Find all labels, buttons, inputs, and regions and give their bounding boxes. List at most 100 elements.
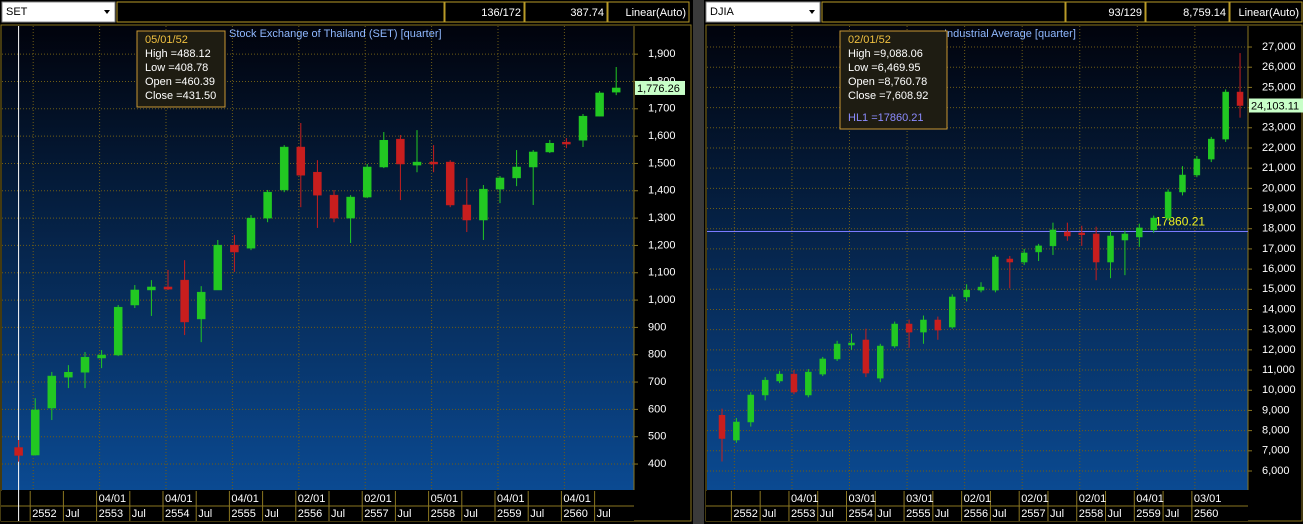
toolbar-field bbox=[444, 1, 525, 23]
toolbar-field bbox=[1229, 1, 1303, 23]
x-period-label: 2557 bbox=[1021, 508, 1045, 520]
candle-body bbox=[733, 421, 740, 441]
x-period-label: 2554 bbox=[849, 508, 873, 520]
candle-body bbox=[329, 194, 339, 219]
candle-body bbox=[213, 244, 223, 291]
x-period-label: 2558 bbox=[1079, 508, 1103, 520]
candle-body bbox=[1208, 138, 1215, 160]
y-tick-label: 700 bbox=[648, 376, 666, 388]
y-tick-label: 1,600 bbox=[648, 130, 676, 142]
candle-body bbox=[1092, 233, 1100, 263]
candle-body bbox=[14, 447, 23, 456]
candle-body bbox=[113, 306, 123, 356]
candle-body bbox=[412, 161, 422, 166]
y-tick-label: 26,000 bbox=[1262, 61, 1296, 73]
x-date-label: 04/01 bbox=[1136, 493, 1164, 505]
y-tick-label: 1,000 bbox=[648, 294, 676, 306]
splitter[interactable] bbox=[693, 0, 704, 524]
x-period-label: Jul bbox=[132, 508, 146, 520]
last-value-box bbox=[1249, 98, 1303, 113]
candle-body bbox=[313, 171, 322, 196]
symbol: DJIA bbox=[710, 6, 735, 18]
x-date-label: 02/01 bbox=[298, 493, 326, 505]
candle-body bbox=[263, 191, 272, 219]
candle-body bbox=[130, 289, 140, 306]
candle-body bbox=[379, 139, 389, 168]
symbol-dropdown[interactable] bbox=[705, 1, 821, 23]
y-tick-label: 7,000 bbox=[1262, 445, 1290, 457]
candle-body bbox=[1222, 91, 1229, 140]
x-period-label: Jul bbox=[1050, 508, 1064, 520]
y-tick-label: 8,000 bbox=[1262, 425, 1290, 437]
y-tick-label: 1,700 bbox=[648, 103, 676, 115]
candle-body bbox=[1064, 231, 1071, 237]
y-tick-label: 1,900 bbox=[648, 48, 676, 60]
tooltip-date: 02/01/52 bbox=[848, 34, 891, 46]
scale-mode[interactable]: Linear(Auto) bbox=[625, 7, 686, 19]
x-date-label: 02/01 bbox=[964, 493, 992, 505]
tooltip-line: Low =6,469.95 bbox=[848, 62, 920, 74]
y-tick-label: 400 bbox=[648, 458, 666, 470]
symbol-dropdown[interactable] bbox=[1, 1, 116, 23]
x-period-label: Jul bbox=[992, 508, 1006, 520]
x-period-label: Jul bbox=[1108, 508, 1122, 520]
candle-body bbox=[64, 371, 73, 378]
tooltip bbox=[839, 30, 948, 130]
chart-title: Stock Exchange of Thailand (SET) [quarte… bbox=[229, 28, 442, 40]
x-period-label: 2553 bbox=[791, 508, 815, 520]
x-date-label: 04/01 bbox=[497, 493, 525, 505]
candle-body bbox=[545, 142, 555, 153]
tooltip-line: Close =431.50 bbox=[145, 90, 216, 102]
candle-body bbox=[992, 256, 999, 291]
dropdown-arrow bbox=[809, 10, 815, 14]
reference-line-label: 17860.21 bbox=[1155, 215, 1205, 229]
candle-body bbox=[891, 323, 898, 347]
candle-body bbox=[562, 141, 571, 145]
candle-body bbox=[963, 289, 970, 298]
x-period-label: Jul bbox=[820, 508, 834, 520]
candle-body bbox=[1136, 227, 1143, 238]
tooltip-line: Close =7,608.92 bbox=[848, 90, 928, 102]
position: 93/129 bbox=[1108, 7, 1142, 19]
x-period-label: 2558 bbox=[431, 508, 455, 520]
candle-body bbox=[97, 354, 106, 359]
candle-body bbox=[877, 345, 884, 379]
toolbar-field bbox=[524, 1, 608, 23]
candle-body bbox=[1164, 191, 1172, 219]
candle-body bbox=[1078, 232, 1085, 236]
x-period-label: Jul bbox=[877, 508, 891, 520]
x-period-label: Jul bbox=[265, 508, 279, 520]
candle-body bbox=[948, 296, 956, 328]
y-tick-label: 17,000 bbox=[1262, 243, 1296, 255]
candle-body bbox=[611, 87, 621, 93]
x-date-label: 05/01 bbox=[431, 493, 459, 505]
candle-body bbox=[1006, 258, 1014, 263]
candle-body bbox=[196, 291, 206, 320]
candle-body bbox=[1020, 252, 1028, 263]
x-date-label: 04/01 bbox=[165, 493, 193, 505]
x-period-label: Jul bbox=[762, 508, 776, 520]
candle-body bbox=[747, 394, 755, 423]
toolbar-field bbox=[116, 1, 445, 23]
candle-body bbox=[862, 339, 870, 374]
y-tick-label: 15,000 bbox=[1262, 283, 1296, 295]
y-tick-label: 1,100 bbox=[648, 267, 676, 279]
y-tick-label: 20,000 bbox=[1262, 182, 1296, 194]
x-period-label: Jul bbox=[331, 508, 345, 520]
candle-body bbox=[147, 286, 156, 291]
y-tick-label: 13,000 bbox=[1262, 324, 1296, 336]
scale-mode[interactable]: Linear(Auto) bbox=[1238, 7, 1299, 19]
x-date-label: 02/01 bbox=[1079, 493, 1107, 505]
toolbar-field bbox=[607, 1, 690, 23]
tooltip-line: Open =460.39 bbox=[145, 76, 215, 88]
x-period-label: 2553 bbox=[99, 508, 123, 520]
y-tick-label: 600 bbox=[648, 403, 666, 415]
candle-body bbox=[1193, 158, 1201, 176]
candle-body bbox=[790, 373, 798, 393]
candle-body bbox=[230, 244, 239, 253]
value: 387.74 bbox=[570, 7, 604, 19]
toolbar-field bbox=[1065, 1, 1146, 23]
tooltip-reference: HL1 =17860.21 bbox=[848, 112, 924, 124]
y-tick-label: 14,000 bbox=[1262, 303, 1296, 315]
